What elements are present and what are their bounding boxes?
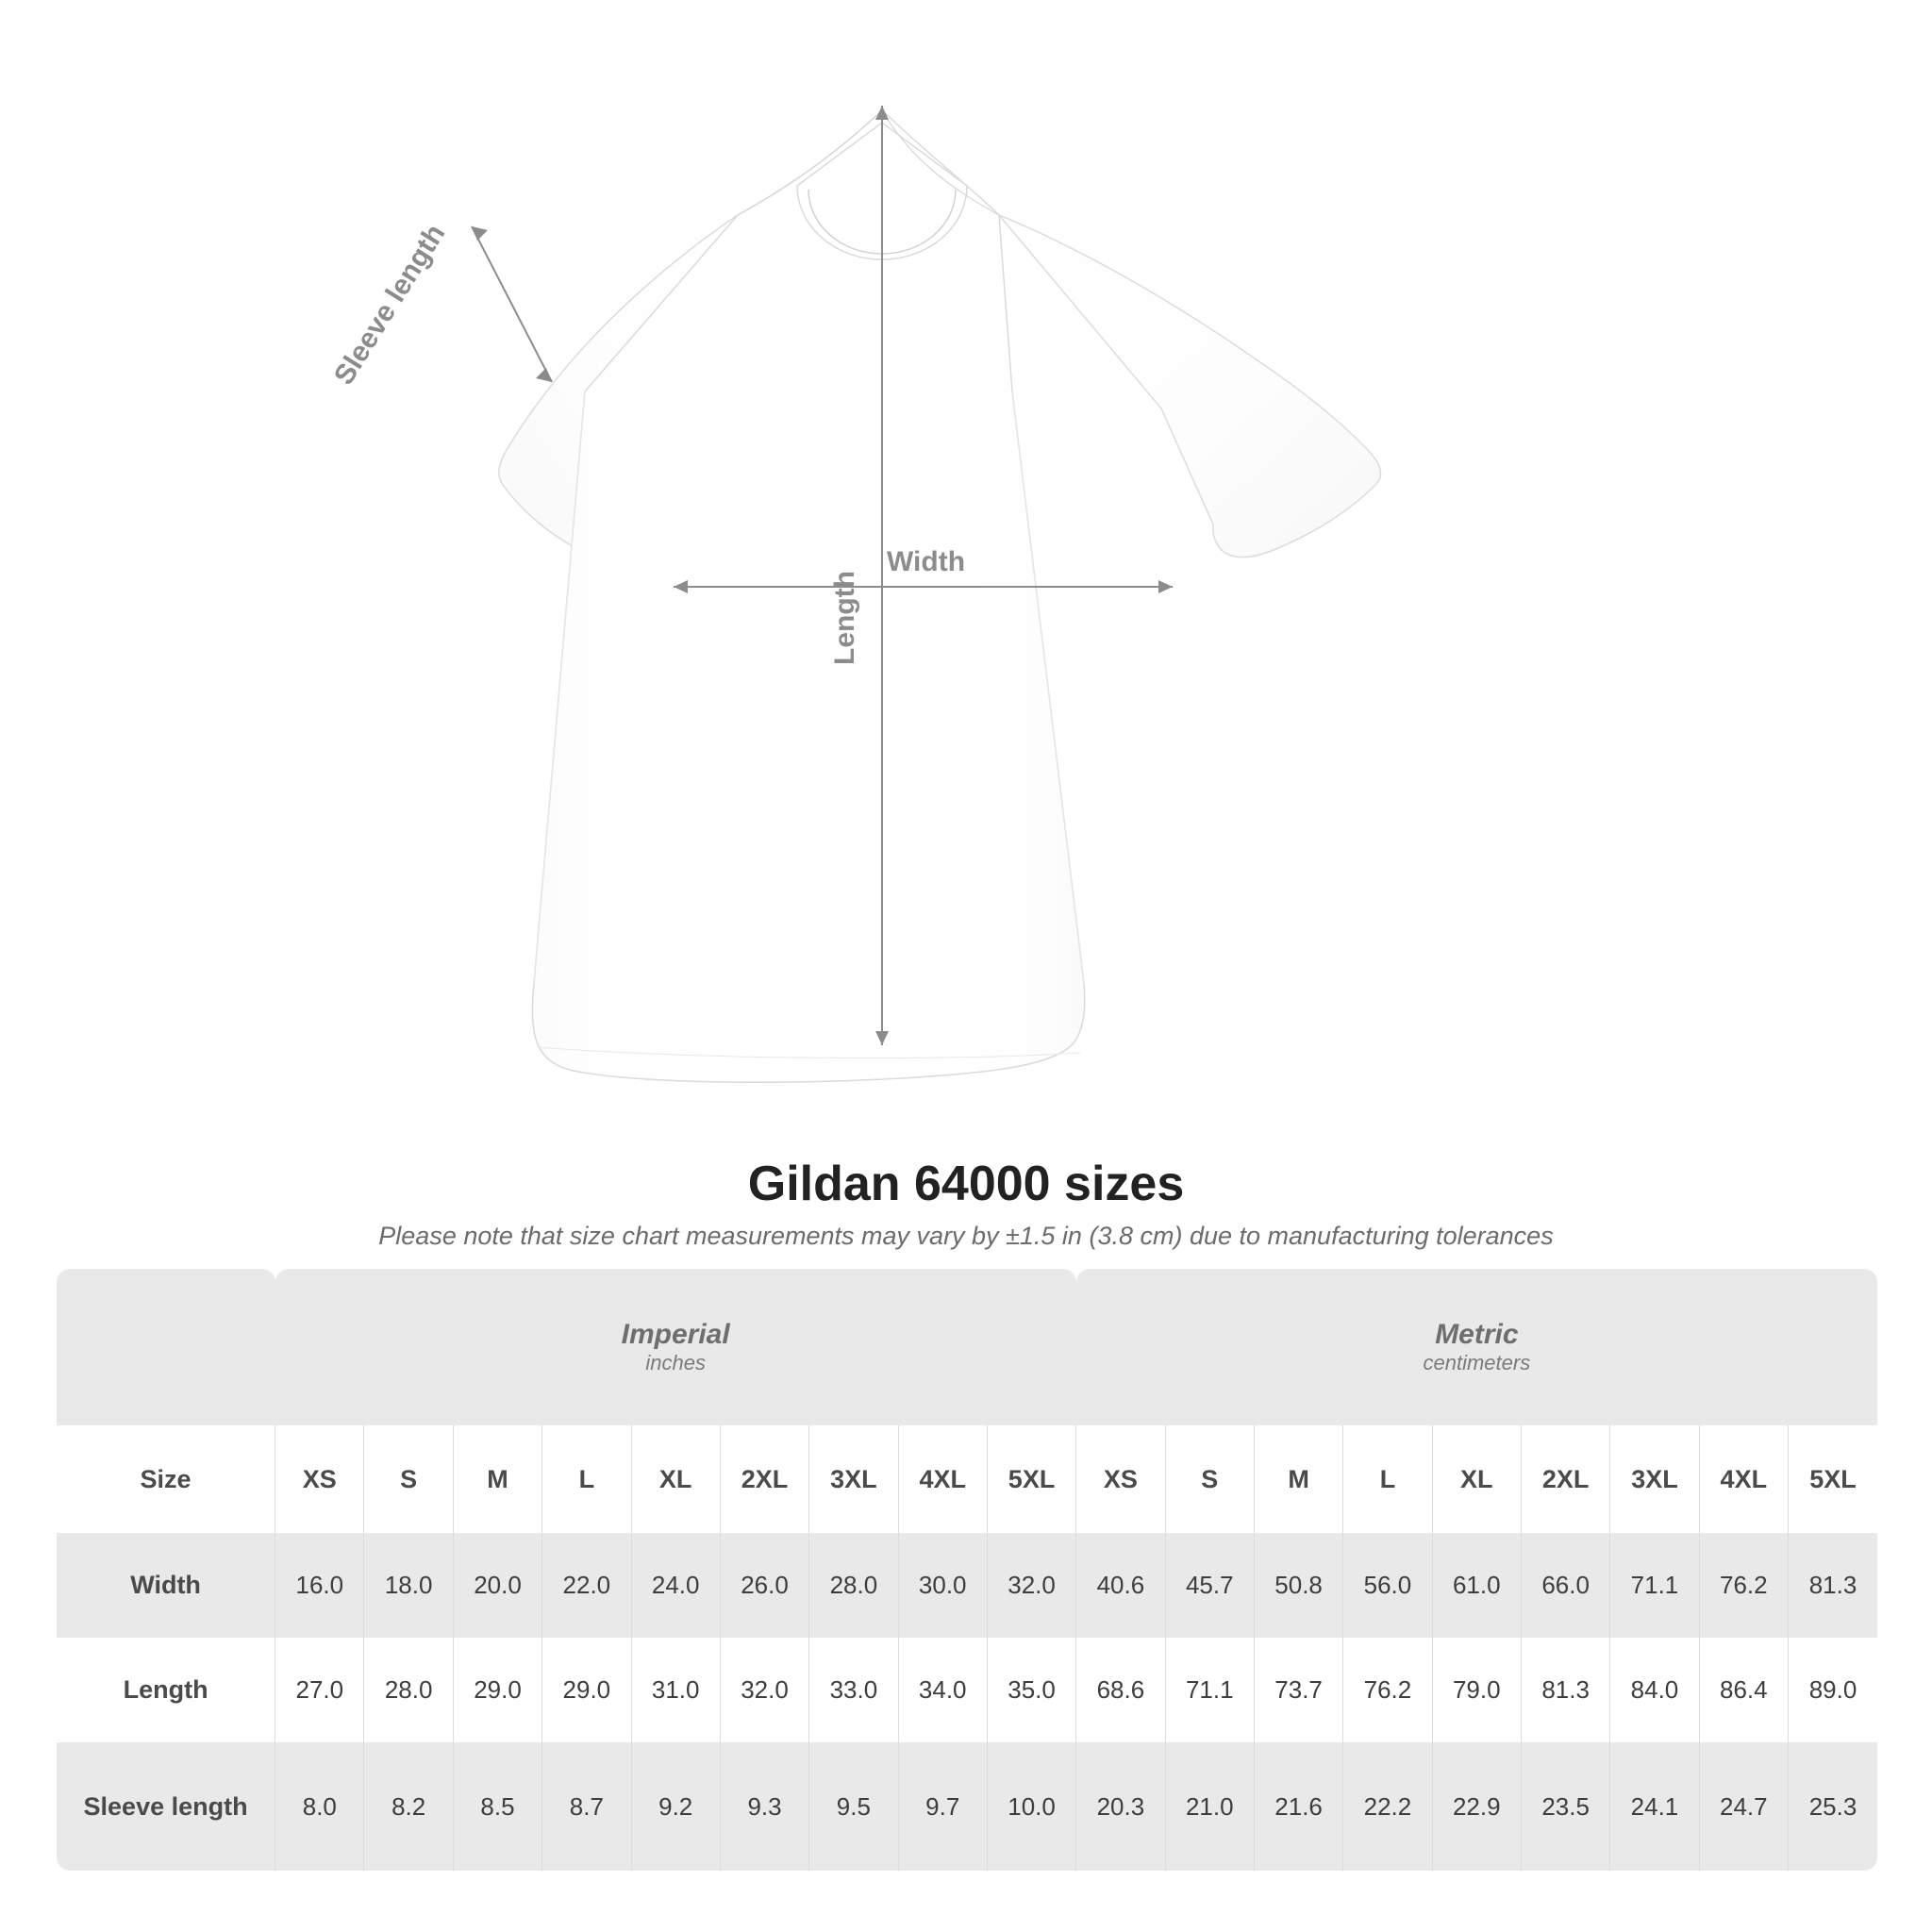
svg-text:Sleeve length: Sleeve length [328, 219, 451, 391]
svg-text:Width: Width [887, 546, 965, 577]
svg-text:Length: Length [829, 571, 860, 665]
